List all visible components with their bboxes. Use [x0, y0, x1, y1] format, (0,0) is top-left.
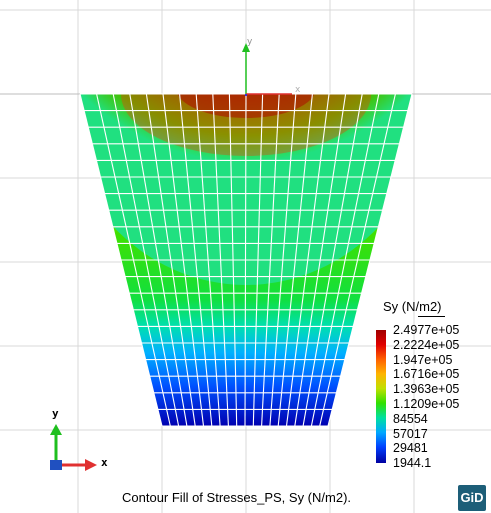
origin-triad [50, 424, 97, 471]
legend-label: 29481 [393, 441, 428, 456]
legend-label: 2.4977e+05 [393, 323, 460, 337]
contour-fill-mesh[interactable] [56, 0, 436, 427]
axis-triad-y-label: y [247, 37, 253, 47]
legend-label: 2.2224e+05 [393, 337, 460, 352]
axis-triad: y x [242, 37, 301, 96]
axis-triad-x-label: x [295, 85, 301, 95]
origin-y-label: y [52, 407, 59, 420]
contour-caption: Contour Fill of Stresses_PS, Sy (N/m2). [122, 490, 352, 505]
legend-label: 1.1209e+05 [393, 396, 460, 411]
legend-color-bar [376, 330, 386, 463]
origin-x-label: x [101, 456, 108, 469]
legend-title: Sy (N/m2) [383, 299, 442, 314]
legend-label: 84554 [393, 411, 428, 426]
legend-title-underline [418, 316, 445, 317]
gid-logo: GiD [458, 485, 486, 511]
legend-label: 57017 [393, 426, 428, 441]
legend-label: 1.3963e+05 [393, 382, 460, 397]
legend-labels: 2.4977e+05 2.2224e+05 1.947e+05 1.6716e+… [393, 323, 459, 471]
legend-label: 1.6716e+05 [393, 367, 460, 382]
legend-label: 1944.1 [393, 456, 432, 471]
legend-label: 1.947e+05 [393, 352, 453, 367]
